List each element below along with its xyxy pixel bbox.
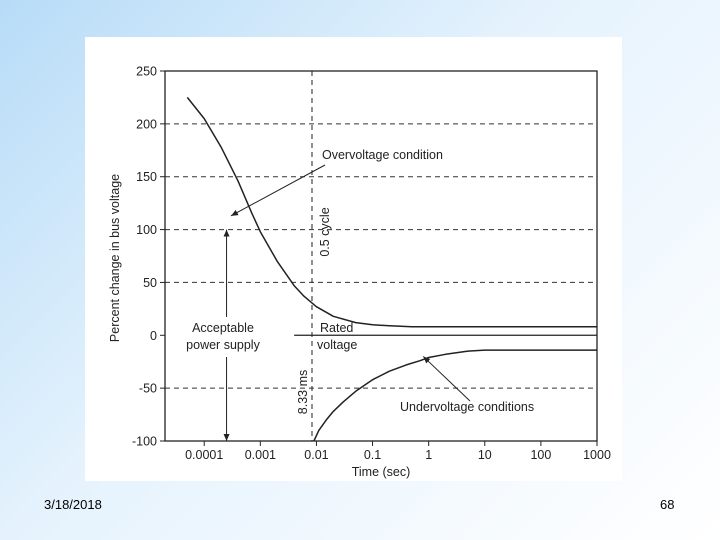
overvoltage-curve (186, 96, 597, 328)
undervoltage-label: Undervoltage conditions (400, 400, 534, 414)
x-tick-label: 100 (530, 448, 551, 462)
reference-lines (294, 71, 597, 441)
y-tick-label: 100 (136, 223, 157, 237)
x-tick-label: 0.01 (304, 448, 328, 462)
y-axis-title: Percent change in bus voltage (108, 174, 122, 342)
voltage-tolerance-chart: 250 200 150 100 50 0 -50 -100 0.0001 0.001 0.01 0.1… (108, 65, 611, 480)
x-tick-label: 10 (478, 448, 492, 462)
plot-frame (164, 70, 598, 442)
series-layer (186, 96, 597, 442)
tick-labels: 250 200 150 100 50 0 -50 -100 0.0001 0.001 0.01 0.1… (132, 65, 611, 463)
overvoltage-arrow (230, 164, 326, 217)
undervoltage-arrow (422, 356, 471, 402)
x-tick-label: 1000 (583, 448, 611, 462)
figure-panel: 250 200 150 100 50 0 -50 -100 0.0001 0.001 0.01 0.1… (85, 37, 622, 481)
y-tick-label: 200 (136, 117, 157, 131)
annotations: Overvoltage condition Undervoltage condi… (108, 148, 534, 479)
ms-label: 8.33 ms (296, 370, 310, 414)
slide-date: 3/18/2018 (44, 497, 102, 512)
y-tick-label: 250 (136, 65, 157, 79)
x-tick-label: 0.1 (364, 448, 381, 462)
slide-page-number: 68 (660, 497, 675, 512)
half-cycle-label: 0.5 cycle (318, 207, 332, 256)
grid-layer (165, 123, 597, 389)
plot-frame-rect (164, 70, 598, 442)
y-tick-label: 150 (136, 170, 157, 184)
undervoltage-curve (313, 349, 597, 442)
y-tick-label: -50 (139, 382, 157, 396)
rated-label: Rated (320, 321, 353, 335)
x-axis-title: Time (sec) (352, 465, 411, 479)
voltage-label: voltage (317, 338, 357, 352)
y-tick-label: 0 (150, 329, 157, 343)
y-tick-label: 50 (143, 276, 157, 290)
x-tick-label: 0.001 (245, 448, 276, 462)
acceptable-label-line1: Acceptable (192, 321, 254, 335)
y-tick-label: -100 (132, 435, 157, 449)
x-tick-label: 0.0001 (185, 448, 223, 462)
overvoltage-label: Overvoltage condition (322, 148, 443, 162)
acceptable-label-line2: power supply (186, 338, 260, 352)
x-tick-label: 1 (425, 448, 432, 462)
